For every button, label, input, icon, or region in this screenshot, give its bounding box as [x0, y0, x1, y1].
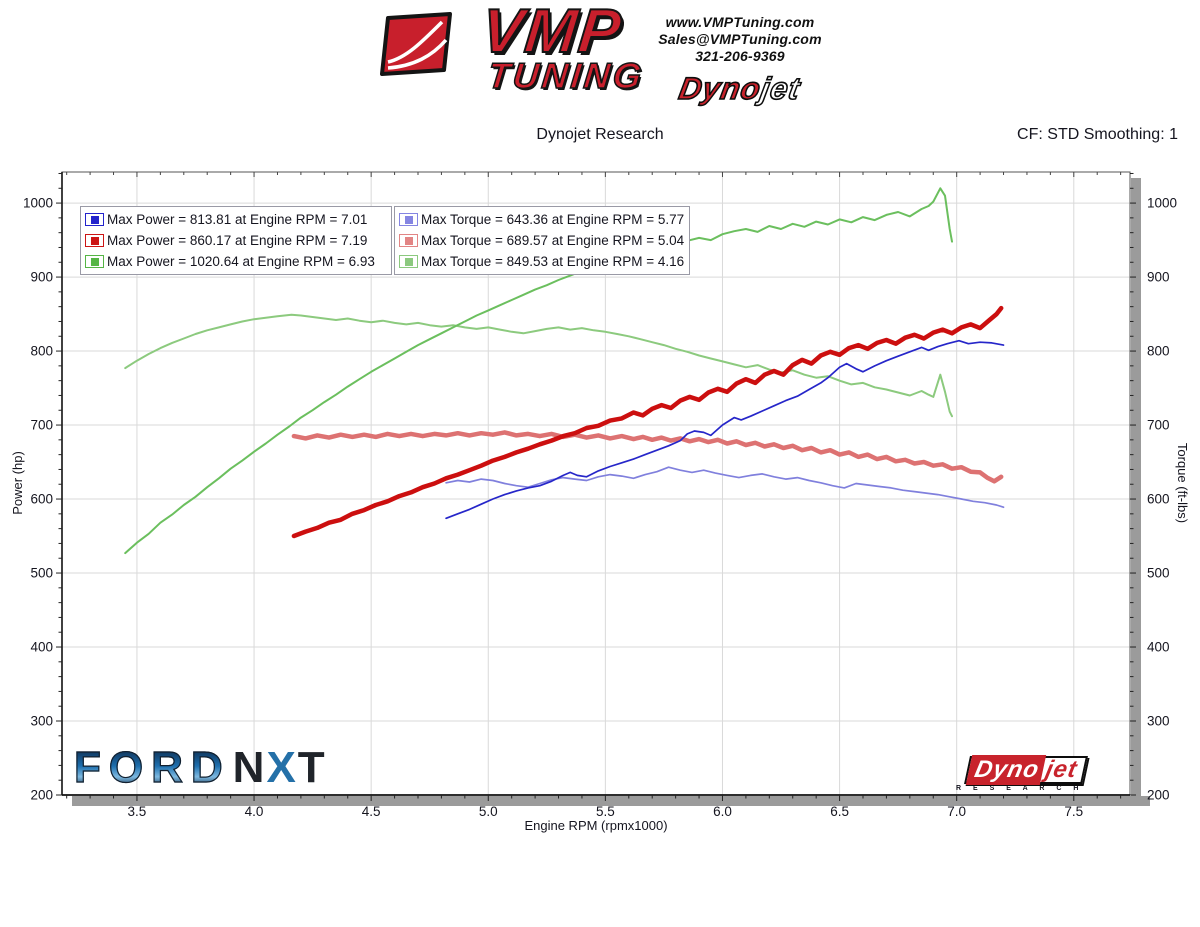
legend-label-blue-torque: Max Torque = 643.36 at Engine RPM = 5.77 — [421, 212, 685, 227]
x-tick-label: 6.0 — [713, 804, 732, 819]
legend-entry-green-torque: Max Torque = 849.53 at Engine RPM = 4.16 — [399, 251, 685, 272]
x-axis-title: Engine RPM (rpmx1000) — [524, 818, 668, 833]
dyno-chart: 3.5 4.0 4.5 5.0 5.5 6.0 6.5 7.0 7.5 200 200 300 300 4… — [0, 160, 1200, 860]
y-axis-title-torque: Torque (ft-lbs) — [1175, 442, 1190, 524]
vmp-logo-name: VMP — [478, 0, 628, 67]
dynojet-logo-header: Dynojet — [676, 70, 804, 107]
vmp-logo-sub: TUNING — [485, 54, 647, 97]
y-tick-label-right: 600 — [1147, 492, 1170, 507]
legend-entry-green-power: Max Power = 1020.64 at Engine RPM = 6.93 — [85, 251, 385, 272]
y-tick-label-left: 800 — [30, 344, 53, 359]
fordnxt-ford-text: FORD — [73, 743, 231, 792]
x-tick-label: 7.0 — [947, 804, 966, 819]
y-tick-label-left: 200 — [30, 788, 53, 803]
plot-canvas: 3.5 4.0 4.5 5.0 5.5 6.0 6.5 7.0 7.5 200 200 300 300 4… — [23, 171, 1177, 819]
x-tick-label: 7.5 — [1064, 804, 1083, 819]
graph-title: Dynojet Research — [536, 126, 664, 143]
green-torque-swatch-icon — [399, 255, 418, 268]
legend-entry-blue-torque: Max Torque = 643.36 at Engine RPM = 5.77 — [399, 209, 685, 230]
x-tick-label: 6.5 — [830, 804, 849, 819]
plot-border — [61, 171, 1131, 796]
x-tick-label: 5.0 — [479, 804, 498, 819]
blue-power-swatch-icon — [85, 213, 104, 226]
blue-torque-swatch-icon — [399, 213, 418, 226]
dynojet-research-watermark: Dynojet R E S E A R C H — [956, 755, 1089, 792]
x-tick-label: 4.5 — [362, 804, 381, 819]
legend-label-blue-power: Max Power = 813.81 at Engine RPM = 7.01 — [107, 212, 368, 227]
blue-power-curve — [445, 339, 1005, 520]
header: VMP TUNING www.VMPTuning.com Sales@VMPTu… — [0, 0, 1200, 107]
title-bar: Dynojet Research CF: STD Smoothing: 1 — [0, 126, 1200, 150]
y-tick-label-right: 900 — [1147, 270, 1170, 285]
y-tick-label-left: 900 — [30, 270, 53, 285]
x-tick-label: 4.0 — [245, 804, 264, 819]
legend-label-green-power: Max Power = 1020.64 at Engine RPM = 6.93 — [107, 254, 375, 269]
red-torque-swatch-icon — [399, 234, 418, 247]
vmp-website: www.VMPTuning.com — [665, 14, 815, 30]
y-tick-label-right: 500 — [1147, 566, 1170, 581]
fordnxt-watermark: FORD NXT — [73, 743, 327, 792]
vmp-email: Sales@VMPTuning.com — [658, 31, 822, 47]
y-tick-label-left: 600 — [30, 492, 53, 507]
x-tick-label: 3.5 — [128, 804, 147, 819]
y-tick-label-left: 400 — [30, 640, 53, 655]
y-tick-label-left: 1000 — [23, 196, 53, 211]
y-axis-title-power: Power (hp) — [10, 451, 25, 515]
legend-label-red-torque: Max Torque = 689.57 at Engine RPM = 5.04 — [421, 233, 685, 248]
y-tick-label-right: 400 — [1147, 640, 1170, 655]
red-torque-curve — [291, 430, 1004, 484]
y-tick-label-right: 800 — [1147, 344, 1170, 359]
curves — [124, 187, 1005, 555]
blue-torque-curve — [445, 466, 1005, 509]
legend-entry-red-power: Max Power = 860.17 at Engine RPM = 7.19 — [85, 230, 385, 251]
red-power-swatch-icon — [85, 234, 104, 247]
y-tick-label-left: 700 — [30, 418, 53, 433]
legend-max-power: Max Power = 813.81 at Engine RPM = 7.01 M… — [80, 206, 392, 275]
legend-entry-red-torque: Max Torque = 689.57 at Engine RPM = 5.04 — [399, 230, 685, 251]
legend-label-red-power: Max Power = 860.17 at Engine RPM = 7.19 — [107, 233, 368, 248]
contact-block: www.VMPTuning.com Sales@VMPTuning.com 32… — [658, 6, 821, 107]
red-power-curve — [291, 305, 1004, 539]
dynojet-research-subtext: R E S E A R C H — [956, 785, 1084, 792]
y-tick-label-left: 300 — [30, 714, 53, 729]
legend-entry-blue-power: Max Power = 813.81 at Engine RPM = 7.01 — [85, 209, 385, 230]
vmp-logo: VMP TUNING — [378, 0, 647, 97]
y-tick-label-right: 700 — [1147, 418, 1170, 433]
plot-shadow — [72, 178, 1150, 806]
y-tick-label-left: 500 — [30, 566, 53, 581]
axis-ticks — [56, 172, 1136, 801]
vmp-dyno-graph-icon — [378, 12, 456, 85]
x-tick-label: 5.5 — [596, 804, 615, 819]
y-tick-label-right: 200 — [1147, 788, 1170, 803]
y-tick-label-right: 300 — [1147, 714, 1170, 729]
tick-labels: 3.5 4.0 4.5 5.0 5.5 6.0 6.5 7.0 7.5 200 200 300 300 4… — [23, 196, 1177, 819]
green-torque-curve — [124, 313, 953, 418]
green-power-swatch-icon — [85, 255, 104, 268]
vmp-phone: 321-206-9369 — [695, 48, 785, 64]
green-power-curve — [124, 187, 953, 555]
legend-max-torque: Max Torque = 643.36 at Engine RPM = 5.77… — [394, 206, 690, 275]
y-tick-label-right: 1000 — [1147, 196, 1177, 211]
legend-label-green-torque: Max Torque = 849.53 at Engine RPM = 4.16 — [421, 254, 685, 269]
correction-smoothing-label: CF: STD Smoothing: 1 — [1017, 126, 1178, 143]
